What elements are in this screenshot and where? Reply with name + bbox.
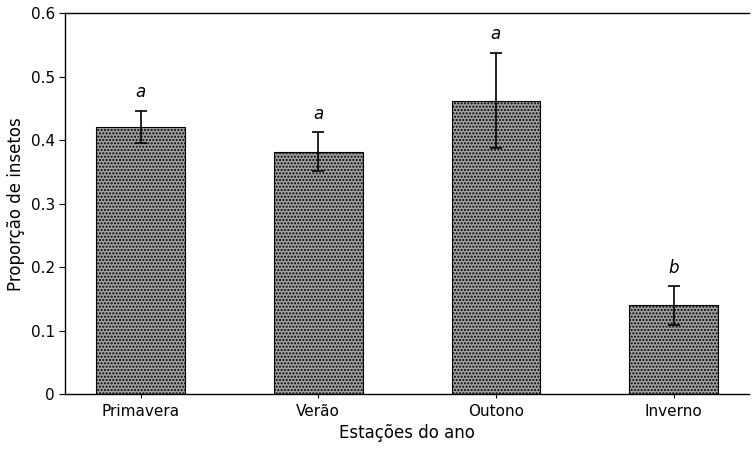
- Text: a: a: [491, 26, 501, 44]
- Text: a: a: [313, 105, 324, 123]
- Y-axis label: Proporção de insetos: Proporção de insetos: [7, 117, 25, 291]
- Text: a: a: [135, 84, 146, 101]
- Bar: [451, 101, 541, 395]
- Bar: [274, 152, 363, 395]
- Bar: [629, 305, 718, 395]
- Bar: [96, 127, 185, 395]
- X-axis label: Estações do ano: Estações do ano: [339, 424, 475, 442]
- Text: b: b: [668, 259, 679, 277]
